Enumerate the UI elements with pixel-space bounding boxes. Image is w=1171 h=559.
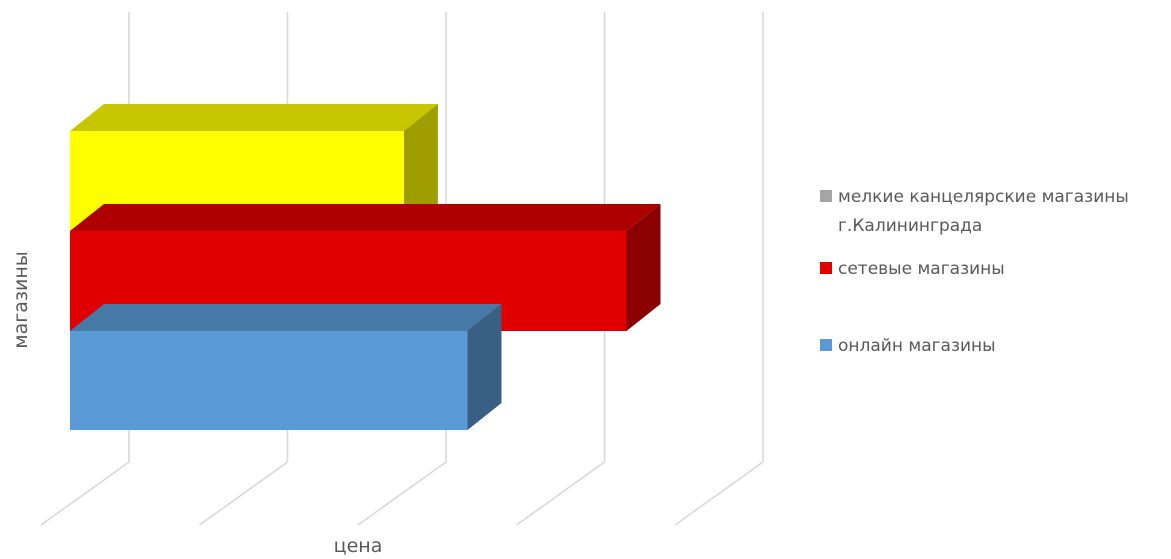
bar-top-face bbox=[70, 104, 438, 131]
gridline-floor bbox=[674, 461, 764, 526]
legend-swatch bbox=[820, 339, 832, 351]
bars bbox=[70, 104, 661, 430]
gridline-floor bbox=[40, 461, 130, 526]
legend-label: мелкие канцелярские магазины bbox=[838, 187, 1129, 207]
gridline-floor bbox=[357, 461, 447, 526]
legend-item-3: онлайн магазины bbox=[820, 336, 996, 356]
bar-side-face bbox=[403, 104, 438, 231]
y-axis-title: магазины bbox=[10, 251, 32, 348]
bar-front-face bbox=[70, 331, 468, 430]
legend-label: г.Калининграда bbox=[838, 216, 982, 236]
legend-swatch bbox=[820, 190, 832, 202]
gridline-floor bbox=[199, 461, 288, 526]
bar-side-face bbox=[626, 204, 661, 331]
gridline-floor bbox=[516, 461, 605, 526]
legend-item-2: сетевые магазины bbox=[820, 259, 1005, 279]
bar-1 bbox=[70, 304, 502, 430]
bar-side-face bbox=[467, 304, 502, 430]
legend-swatch bbox=[820, 262, 832, 274]
legend-label: онлайн магазины bbox=[838, 336, 996, 356]
bar-top-face bbox=[70, 304, 502, 331]
legend-item-1: мелкие канцелярские магазины г.Калинингра… bbox=[820, 187, 1129, 236]
legend-label: сетевые магазины bbox=[838, 259, 1005, 279]
bar-top-face bbox=[70, 204, 661, 231]
x-axis-title: цена bbox=[334, 535, 383, 557]
legend: мелкие канцелярские магазины г.Калинингра… bbox=[820, 187, 1129, 356]
